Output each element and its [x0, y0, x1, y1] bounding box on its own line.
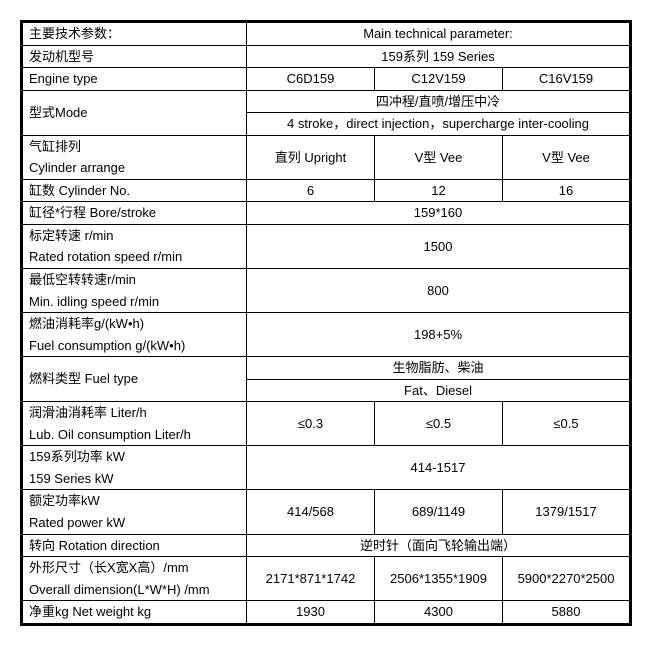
cyl-no-c3: 16 — [503, 179, 631, 202]
dimension-c1: 2171*871*1742 — [247, 557, 375, 601]
lub-c1: ≤0.3 — [247, 402, 375, 446]
series-power-value: 414-1517 — [247, 446, 631, 490]
weight-label: 净重kg Net weight kg — [22, 601, 247, 625]
fuel-cons-value: 198+5% — [247, 313, 631, 357]
rated-power-c1: 414/568 — [247, 490, 375, 534]
fuel-cons-label-en: Fuel consumption g/(kW•h) — [22, 335, 247, 357]
rated-power-label-en: Rated power kW — [22, 512, 247, 534]
lub-label-cn: 润滑油消耗率 Liter/h — [22, 402, 247, 424]
header-label-en: Main technical parameter: — [247, 22, 631, 46]
dimension-label-cn: 外形尺寸（长X宽X高）/mm — [22, 557, 247, 579]
rotation-label: 转向 Rotation direction — [22, 534, 247, 557]
lub-c2: ≤0.5 — [375, 402, 503, 446]
cyl-no-c1: 6 — [247, 179, 375, 202]
idling-label-cn: 最低空转转速r/min — [22, 269, 247, 291]
engine-type-c1: C6D159 — [247, 68, 375, 91]
mode-label: 型式Mode — [22, 90, 247, 135]
cyl-no-label: 缸数 Cylinder No. — [22, 179, 247, 202]
engine-type-label: Engine type — [22, 68, 247, 91]
fuel-type-en: Fat、Diesel — [247, 379, 631, 402]
bore-value: 159*160 — [247, 202, 631, 225]
bore-label: 缸径*行程 Bore/stroke — [22, 202, 247, 225]
cyl-arrange-label-en: Cylinder arrange — [22, 157, 247, 179]
cyl-arrange-c2: V型 Vee — [375, 135, 503, 179]
fuel-type-label: 燃料类型 Fuel type — [22, 357, 247, 402]
rated-speed-label-en: Rated rotation speed r/min — [22, 246, 247, 268]
engine-type-c3: C16V159 — [503, 68, 631, 91]
weight-c1: 1930 — [247, 601, 375, 625]
series-power-label-cn: 159系列功率 kW — [22, 446, 247, 468]
fuel-type-cn: 生物脂肪、柴油 — [247, 357, 631, 380]
rated-speed-value: 1500 — [247, 224, 631, 268]
cyl-no-c2: 12 — [375, 179, 503, 202]
cyl-arrange-c3: V型 Vee — [503, 135, 631, 179]
rated-speed-label-cn: 标定转速 r/min — [22, 224, 247, 246]
rated-power-c2: 689/1149 — [375, 490, 503, 534]
lub-label-en: Lub. Oil consumption Liter/h — [22, 424, 247, 446]
series-power-label-en: 159 Series kW — [22, 468, 247, 490]
rotation-value: 逆时针（面向飞轮输出端） — [247, 534, 631, 557]
rated-power-c3: 1379/1517 — [503, 490, 631, 534]
engine-family-label: 发动机型号 — [22, 45, 247, 68]
dimension-label-en: Overall dimension(L*W*H) /mm — [22, 579, 247, 601]
cyl-arrange-label-cn: 气缸排列 — [22, 135, 247, 157]
mode-en: 4 stroke，direct injection，supercharge in… — [247, 113, 631, 136]
dimension-c3: 5900*2270*2500 — [503, 557, 631, 601]
fuel-cons-label-cn: 燃油消耗率g/(kW•h) — [22, 313, 247, 335]
spec-table: 主要技术参数： Main technical parameter: 发动机型号 … — [20, 20, 632, 626]
header-label: 主要技术参数： — [22, 22, 247, 46]
cyl-arrange-c1: 直列 Upright — [247, 135, 375, 179]
mode-cn: 四冲程/直喷/增压中冷 — [247, 90, 631, 113]
dimension-c2: 2506*1355*1909 — [375, 557, 503, 601]
lub-c3: ≤0.5 — [503, 402, 631, 446]
idling-label-en: Min. idling speed r/min — [22, 291, 247, 313]
weight-c2: 4300 — [375, 601, 503, 625]
idling-value: 800 — [247, 269, 631, 313]
engine-type-c2: C12V159 — [375, 68, 503, 91]
engine-family-value: 159系列 159 Series — [247, 45, 631, 68]
rated-power-label-cn: 额定功率kW — [22, 490, 247, 512]
weight-c3: 5880 — [503, 601, 631, 625]
